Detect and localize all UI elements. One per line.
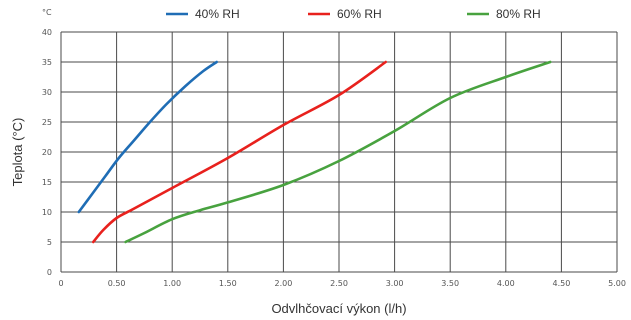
series-line-2 xyxy=(91,60,387,244)
grid xyxy=(60,31,618,273)
x-tick-label: 0 xyxy=(58,279,63,288)
x-tick-label: 2.50 xyxy=(330,279,348,288)
y-tick-label: 5 xyxy=(47,238,52,247)
y-tick-label: 25 xyxy=(42,118,52,127)
y-unit-label: °C xyxy=(42,8,52,17)
y-tick-label: 35 xyxy=(42,58,52,67)
y-tick-label: 15 xyxy=(42,178,52,187)
x-tick-label: 3.50 xyxy=(441,279,459,288)
y-tick-label: 40 xyxy=(42,28,52,37)
x-tick-label: 1.00 xyxy=(163,279,181,288)
x-tick-label: 4.50 xyxy=(552,279,570,288)
legend: 40% RH 60% RH 80% RH xyxy=(166,7,541,21)
y-axis-title: Teplota (°C) xyxy=(10,118,25,187)
x-tick-label: 3.00 xyxy=(386,279,404,288)
x-tick-label: 1.50 xyxy=(219,279,237,288)
y-tick-label: 20 xyxy=(42,148,52,157)
legend-label: 60% RH xyxy=(337,7,382,21)
legend-label: 40% RH xyxy=(195,7,240,21)
series-line-3 xyxy=(124,60,552,244)
y-tick-labels: 0 5 10 15 20 25 30 35 40 xyxy=(42,28,52,277)
x-axis-title: Odvlhčovací výkon (l/h) xyxy=(271,301,406,316)
x-tick-label: 5.00 xyxy=(608,279,626,288)
x-tick-label: 2.00 xyxy=(274,279,292,288)
y-tick-label: 0 xyxy=(47,268,52,277)
series-layer xyxy=(77,60,552,244)
series-line-1 xyxy=(77,60,218,214)
x-tick-labels: 0 0.50 1.00 1.50 2.00 2.50 3.00 3.50 4.00 4.50 5.0… xyxy=(58,279,625,288)
legend-label: 80% RH xyxy=(496,7,541,21)
x-tick-label: 0.50 xyxy=(108,279,126,288)
x-tick-label: 4.00 xyxy=(497,279,515,288)
y-tick-label: 30 xyxy=(42,88,52,97)
y-tick-label: 10 xyxy=(42,208,52,217)
